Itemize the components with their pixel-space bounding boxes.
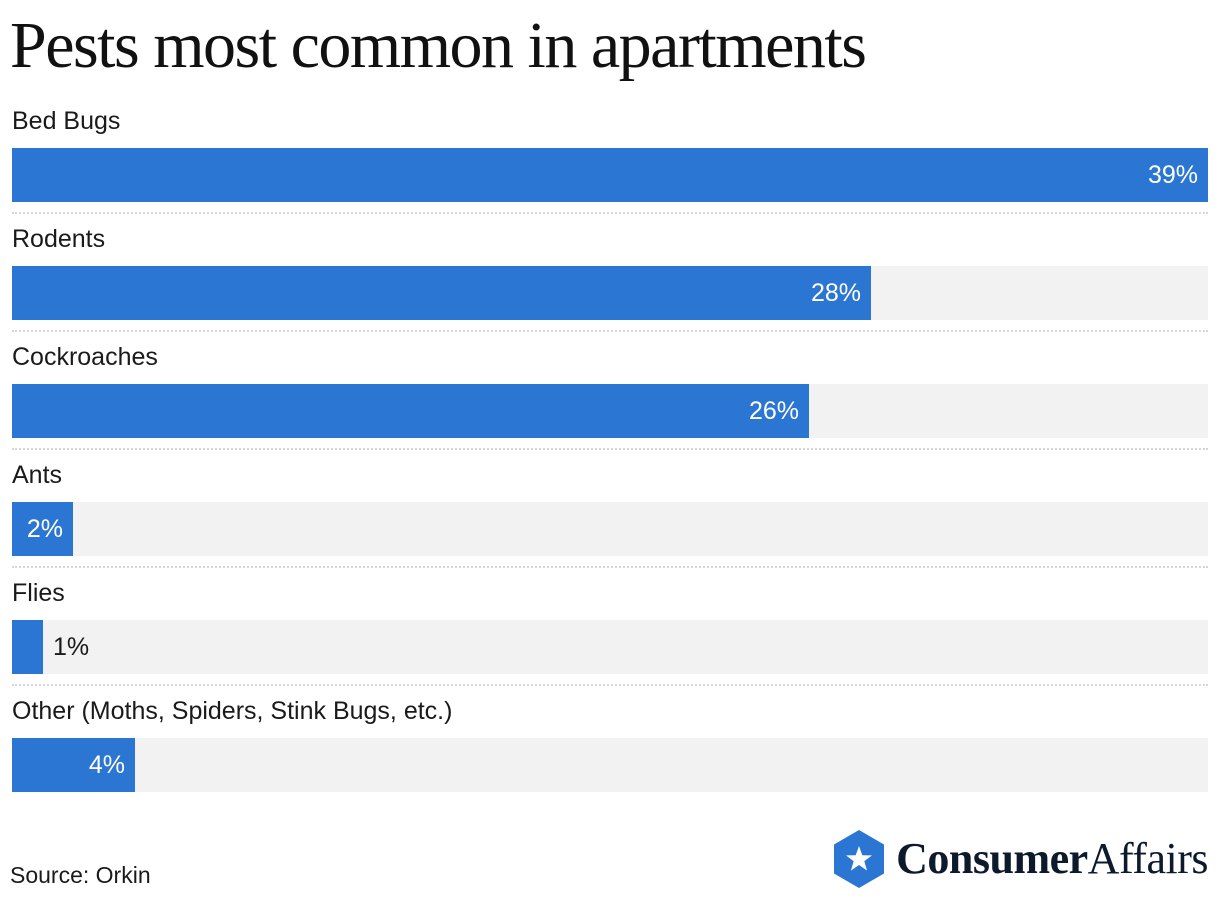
bar-track: 2%	[12, 502, 1208, 556]
bar	[12, 738, 135, 792]
bar-track: 28%	[12, 266, 1208, 320]
bar	[12, 620, 43, 674]
category-label: Rodents	[12, 225, 106, 253]
chart-row: Rodents 28%	[12, 218, 1208, 336]
row-divider	[12, 212, 1208, 214]
star-hexagon-icon	[834, 830, 885, 888]
value-label: 4%	[88, 751, 125, 779]
value-label: 1%	[53, 633, 90, 661]
category-label: Ants	[12, 461, 63, 489]
brand-wordmark-bold: Consumer	[896, 834, 1088, 883]
chart-row: Cockroaches 26%	[12, 336, 1208, 454]
chart-row: Bed Bugs 39%	[12, 100, 1208, 218]
row-divider	[12, 566, 1208, 568]
bar	[12, 384, 809, 438]
value-label: 2%	[26, 515, 63, 543]
source-note: Source: Orkin	[10, 862, 151, 888]
bar-track: 39%	[12, 148, 1208, 202]
category-label: Other (Moths, Spiders, Stink Bugs, etc.)	[12, 697, 453, 725]
brand-wordmark-regular: Affairs	[1087, 834, 1209, 883]
chart-row: Flies 1%	[12, 572, 1208, 690]
category-label: Cockroaches	[12, 343, 158, 371]
chart-title: Pests most common in apartments	[10, 9, 867, 82]
brand-wordmark: ConsumerAffairs	[896, 833, 1208, 885]
category-label: Bed Bugs	[12, 107, 121, 135]
row-divider	[12, 448, 1208, 450]
brand-logo: ConsumerAffairs	[832, 828, 1209, 890]
value-label: 39%	[1147, 161, 1198, 189]
bar	[12, 502, 73, 556]
chart-row: Ants 2%	[12, 454, 1208, 572]
category-label: Flies	[12, 579, 65, 607]
row-divider	[12, 684, 1208, 686]
value-label: 26%	[748, 397, 799, 425]
value-label: 28%	[810, 279, 861, 307]
chart-row: Other (Moths, Spiders, Stink Bugs, etc.)…	[12, 690, 1208, 808]
bar-track: 26%	[12, 384, 1208, 438]
bar-chart: Bed Bugs 39% Rodents 28% Cockroaches 26% Ants 2…	[12, 100, 1208, 808]
bar	[12, 148, 1208, 202]
row-divider	[12, 330, 1208, 332]
bar-track: 1%	[12, 620, 1208, 674]
bar-track: 4%	[12, 738, 1208, 792]
bar	[12, 266, 871, 320]
